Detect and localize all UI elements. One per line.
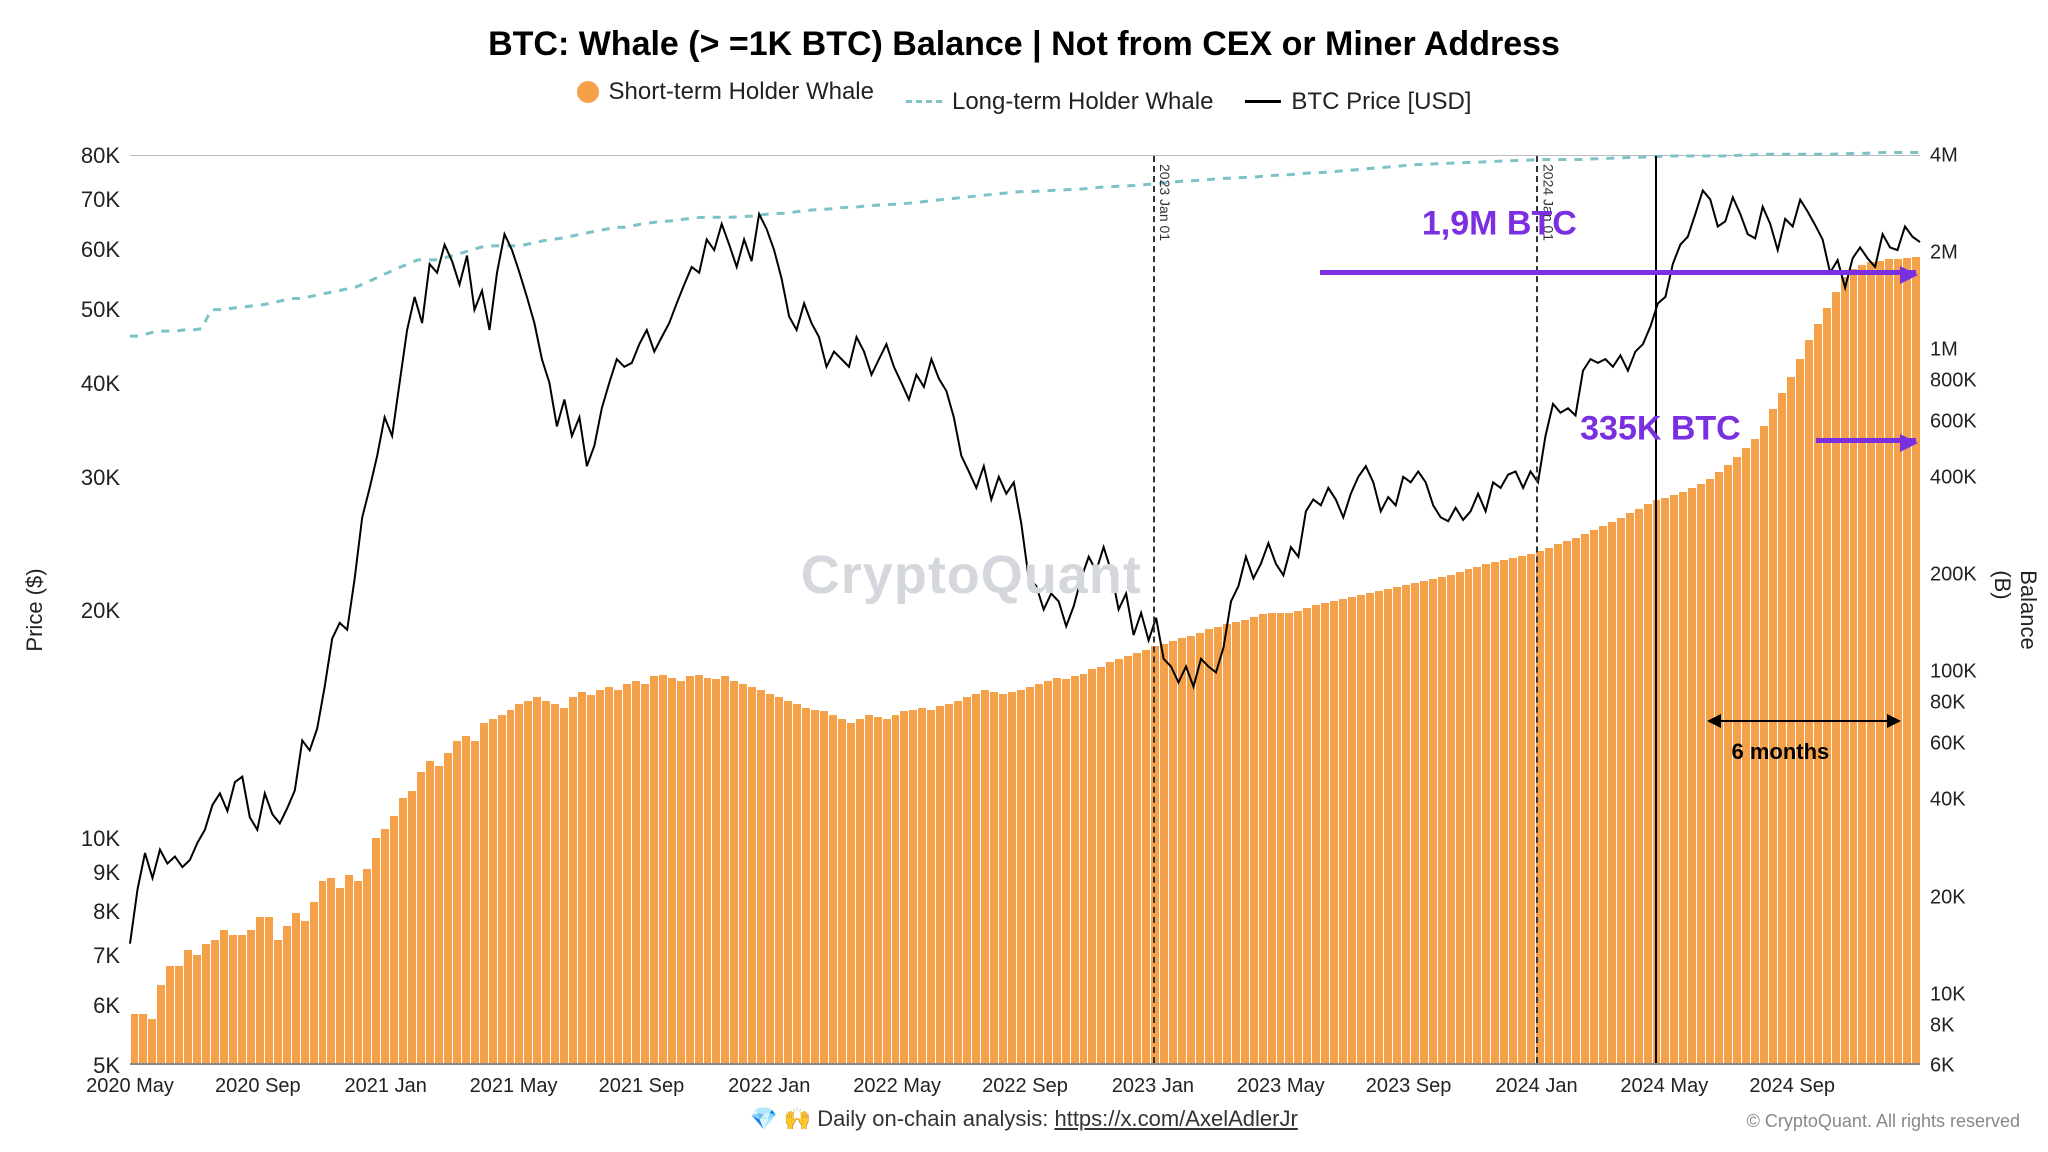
y-left-tick: 7K bbox=[93, 943, 120, 969]
footer-text: Daily on-chain analysis: bbox=[817, 1106, 1048, 1131]
legend-swatch bbox=[906, 100, 942, 103]
annotation-arrow bbox=[1320, 270, 1916, 275]
footer: 💎 🙌 Daily on-chain analysis: https://x.c… bbox=[0, 1106, 2048, 1132]
y-right-tick: 20K bbox=[1930, 886, 1966, 909]
legend-swatch bbox=[1245, 100, 1281, 103]
x-tick: 2022 May bbox=[853, 1075, 941, 1098]
x-tick: 2021 May bbox=[470, 1075, 558, 1098]
x-tick: 2023 May bbox=[1237, 1075, 1325, 1098]
legend-swatch bbox=[577, 81, 599, 103]
y-right-tick: 10K bbox=[1930, 983, 1966, 1006]
y-left-tick: 70K bbox=[81, 187, 120, 213]
legend: Short-term Holder Whale Long-term Holder … bbox=[0, 78, 2048, 116]
x-tick: 2024 Sep bbox=[1749, 1075, 1835, 1098]
y-left-tick: 60K bbox=[81, 237, 120, 263]
legend-item: Long-term Holder Whale bbox=[906, 88, 1213, 116]
y-right-axis-label: Balance (B) bbox=[1989, 570, 2041, 650]
legend-label: Long-term Holder Whale bbox=[952, 88, 1213, 116]
y-right-tick: 6K bbox=[1930, 1055, 1954, 1078]
y-left-tick: 40K bbox=[81, 371, 120, 397]
plot-area: CryptoQuant 5K6K7K8K9K10K20K30K40K50K60K… bbox=[130, 155, 1920, 1065]
y-right-tick: 200K bbox=[1930, 564, 1977, 587]
y-right-tick: 800K bbox=[1930, 370, 1977, 393]
y-right-tick: 400K bbox=[1930, 467, 1977, 490]
y-right-tick: 1M bbox=[1930, 339, 1958, 362]
annotation-text: 1,9M BTC bbox=[1422, 205, 1577, 244]
vertical-marker bbox=[1536, 156, 1538, 1063]
y-right-tick: 80K bbox=[1930, 692, 1966, 715]
annotation-arrow bbox=[1709, 720, 1899, 722]
line-overlay bbox=[130, 156, 1920, 1063]
legend-label: BTC Price [USD] bbox=[1291, 88, 1471, 116]
y-right-tick: 8K bbox=[1930, 1014, 1954, 1037]
y-left-tick: 8K bbox=[93, 899, 120, 925]
legend-item: BTC Price [USD] bbox=[1245, 88, 1471, 116]
y-left-tick: 20K bbox=[81, 598, 120, 624]
legend-label: Short-term Holder Whale bbox=[609, 78, 874, 106]
chart-title: BTC: Whale (> =1K BTC) Balance | Not fro… bbox=[0, 25, 2048, 64]
arrow-head-icon bbox=[1707, 714, 1721, 728]
y-left-tick: 6K bbox=[93, 993, 120, 1019]
y-right-tick: 40K bbox=[1930, 789, 1966, 812]
chart-container: BTC: Whale (> =1K BTC) Balance | Not fro… bbox=[0, 0, 2048, 1152]
x-tick: 2024 May bbox=[1620, 1075, 1708, 1098]
copyright: © CryptoQuant. All rights reserved bbox=[1747, 1111, 2020, 1132]
arrow-head-icon bbox=[1887, 714, 1901, 728]
y-left-tick: 50K bbox=[81, 297, 120, 323]
legend-item: Short-term Holder Whale bbox=[577, 78, 874, 106]
x-tick: 2023 Jan bbox=[1112, 1075, 1194, 1098]
footer-emoji: 💎 🙌 bbox=[750, 1106, 811, 1131]
arrow-head-icon bbox=[1900, 266, 1918, 284]
vertical-marker-label: 2023 Jan 01 bbox=[1157, 164, 1173, 241]
x-tick: 2020 Sep bbox=[215, 1075, 301, 1098]
y-left-tick: 10K bbox=[81, 826, 120, 852]
x-tick: 2021 Jan bbox=[345, 1075, 427, 1098]
watermark: CryptoQuant bbox=[801, 544, 1142, 606]
y-right-tick: 100K bbox=[1930, 661, 1977, 684]
x-tick: 2023 Sep bbox=[1366, 1075, 1452, 1098]
x-tick: 2022 Jan bbox=[728, 1075, 810, 1098]
x-tick: 2024 Jan bbox=[1495, 1075, 1577, 1098]
long-term-line bbox=[130, 153, 1920, 337]
vertical-marker bbox=[1655, 156, 1657, 1063]
x-tick: 2020 May bbox=[86, 1075, 174, 1098]
y-right-tick: 2M bbox=[1930, 242, 1958, 265]
y-left-tick: 80K bbox=[81, 143, 120, 169]
annotation-text: 335K BTC bbox=[1580, 410, 1741, 449]
y-left-axis-label: Price ($) bbox=[22, 568, 48, 651]
arrow-head-icon bbox=[1900, 434, 1918, 452]
annotation-text: 6 months bbox=[1731, 739, 1829, 765]
y-left-tick: 9K bbox=[93, 860, 120, 886]
y-left-tick: 30K bbox=[81, 465, 120, 491]
x-tick: 2021 Sep bbox=[599, 1075, 685, 1098]
y-right-tick: 60K bbox=[1930, 732, 1966, 755]
vertical-marker bbox=[1153, 156, 1155, 1063]
x-tick: 2022 Sep bbox=[982, 1075, 1068, 1098]
y-right-tick: 600K bbox=[1930, 410, 1977, 433]
y-right-tick: 4M bbox=[1930, 145, 1958, 168]
annotation-arrow bbox=[1816, 438, 1916, 443]
footer-link[interactable]: https://x.com/AxelAdlerJr bbox=[1054, 1106, 1297, 1131]
